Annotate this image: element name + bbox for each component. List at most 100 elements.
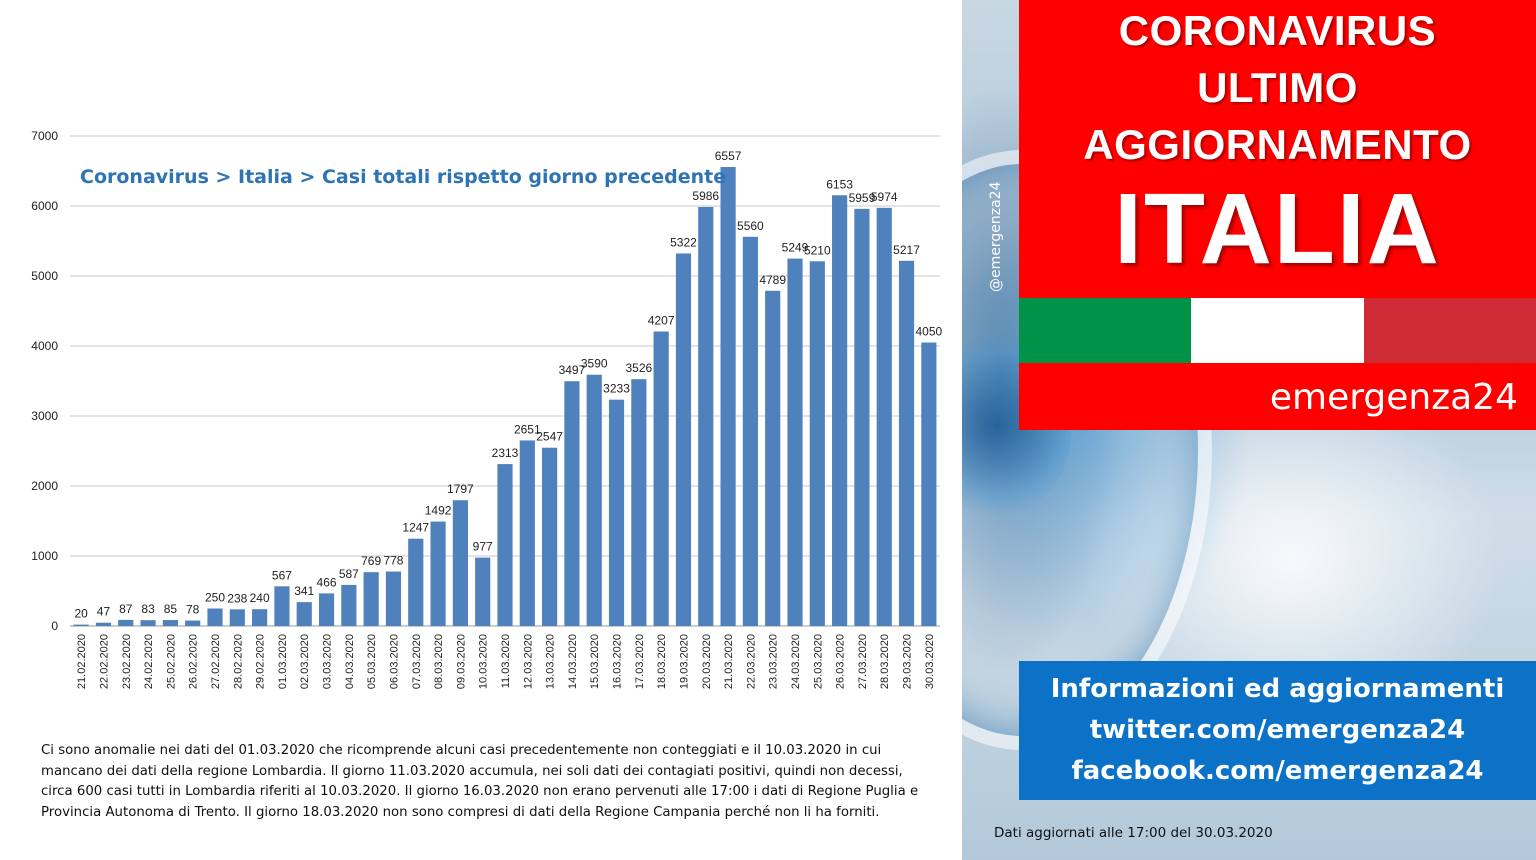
data-label: 5322 bbox=[670, 235, 697, 249]
headline-line-1: CORONAVIRUS bbox=[1118, 7, 1437, 54]
x-tick-label: 02.03.2020 bbox=[299, 634, 311, 689]
data-label: 587 bbox=[339, 567, 359, 581]
data-label: 5560 bbox=[737, 219, 764, 233]
chart-panel: 0 1000 2000 3000 4000 5000 6000 7000 20 47 87 83 85… bbox=[31, 129, 943, 820]
data-label: 4207 bbox=[648, 314, 675, 328]
bar bbox=[430, 521, 446, 626]
data-label: 85 bbox=[164, 602, 178, 616]
data-label: 5974 bbox=[871, 190, 898, 204]
facebook-link[interactable]: facebook.com/emergenza24 bbox=[1071, 756, 1484, 786]
x-tick-label: 28.03.2020 bbox=[879, 634, 891, 689]
x-tick-label: 22.03.2020 bbox=[745, 634, 757, 689]
data-label: 2651 bbox=[514, 422, 541, 436]
bar bbox=[140, 620, 156, 626]
info-heading: Informazioni ed aggiornamenti bbox=[1050, 674, 1505, 704]
bar bbox=[542, 447, 558, 626]
data-label: 87 bbox=[119, 602, 133, 616]
data-label: 250 bbox=[205, 591, 225, 605]
x-tick-label: 08.03.2020 bbox=[433, 634, 445, 689]
bar bbox=[809, 261, 825, 626]
bar bbox=[876, 207, 892, 626]
bar bbox=[118, 619, 134, 626]
headline-country: ITALIA bbox=[1114, 173, 1441, 285]
data-label: 238 bbox=[227, 591, 247, 605]
data-label: 778 bbox=[383, 554, 403, 568]
bar bbox=[742, 236, 758, 627]
x-tick-label: 09.03.2020 bbox=[455, 634, 467, 689]
bar bbox=[675, 253, 692, 626]
bar bbox=[787, 258, 803, 626]
data-label: 240 bbox=[250, 591, 270, 605]
flag-stripe-white bbox=[1191, 298, 1364, 363]
x-tick-label: 27.02.2020 bbox=[210, 634, 222, 689]
bar bbox=[363, 572, 379, 626]
bar bbox=[921, 342, 937, 626]
data-label: 1492 bbox=[425, 504, 452, 518]
x-tick-label: 15.03.2020 bbox=[589, 634, 601, 689]
bar bbox=[586, 374, 602, 626]
data-label: 466 bbox=[317, 575, 337, 589]
x-tick-label: 25.03.2020 bbox=[812, 634, 824, 689]
data-label: 2547 bbox=[536, 430, 563, 444]
x-tick-label: 26.02.2020 bbox=[188, 634, 200, 689]
bar bbox=[497, 464, 513, 626]
bar bbox=[608, 399, 625, 626]
x-tick-label: 03.03.2020 bbox=[322, 634, 334, 689]
y-axis-ticks: 0 1000 2000 3000 4000 5000 6000 7000 bbox=[31, 129, 58, 633]
data-anomaly-note: Ci sono anomalie nei dati del 01.03.2020… bbox=[41, 743, 919, 820]
x-tick-label: 18.03.2020 bbox=[656, 634, 668, 689]
x-tick-label: 23.03.2020 bbox=[768, 634, 780, 689]
data-label: 6557 bbox=[715, 149, 742, 163]
x-tick-label: 24.03.2020 bbox=[790, 634, 802, 689]
data-label: 769 bbox=[361, 554, 381, 568]
data-label: 4050 bbox=[915, 325, 942, 339]
headline-line-3: AGGIORNAMENTO bbox=[1083, 121, 1472, 168]
y-tick-label: 7000 bbox=[31, 129, 58, 143]
data-label: 1247 bbox=[402, 521, 429, 535]
data-label: 5217 bbox=[893, 243, 920, 257]
x-tick-label: 23.02.2020 bbox=[121, 634, 133, 689]
y-tick-label: 3000 bbox=[31, 409, 58, 423]
bar bbox=[452, 500, 468, 626]
data-label: 5249 bbox=[782, 241, 809, 255]
data-label: 3497 bbox=[559, 363, 586, 377]
bar bbox=[898, 260, 915, 626]
bar bbox=[207, 608, 223, 626]
x-tick-label: 25.02.2020 bbox=[165, 634, 177, 689]
x-tick-label: 12.03.2020 bbox=[522, 634, 534, 689]
x-tick-label: 10.03.2020 bbox=[478, 634, 490, 689]
headline-line-2: ULTIMO bbox=[1197, 64, 1358, 111]
bar bbox=[185, 620, 201, 626]
brand-label: emergenza24 bbox=[1019, 363, 1536, 430]
x-tick-label: 22.02.2020 bbox=[98, 634, 110, 689]
bar bbox=[854, 208, 870, 626]
x-tick-label: 20.03.2020 bbox=[701, 634, 713, 689]
x-tick-label: 06.03.2020 bbox=[388, 634, 400, 689]
bar bbox=[95, 622, 112, 626]
x-axis-ticks: 21.02.2020 22.02.2020 23.02.2020 24.02.2020… bbox=[76, 634, 936, 689]
data-label: 47 bbox=[97, 605, 111, 619]
data-label: 5210 bbox=[804, 243, 831, 257]
twitter-link[interactable]: twitter.com/emergenza24 bbox=[1089, 715, 1466, 745]
x-tick-label: 01.03.2020 bbox=[277, 634, 289, 689]
x-tick-label: 14.03.2020 bbox=[567, 634, 579, 689]
bar bbox=[341, 584, 357, 626]
y-tick-label: 1000 bbox=[31, 549, 58, 563]
y-tick-label: 0 bbox=[51, 619, 58, 633]
data-label: 20 bbox=[74, 607, 88, 621]
chart-title: Coronavirus > Italia > Casi totali rispe… bbox=[80, 166, 726, 188]
x-tick-label: 21.02.2020 bbox=[76, 634, 88, 689]
data-label: 2313 bbox=[492, 446, 519, 460]
data-label: 3526 bbox=[625, 361, 652, 375]
bar bbox=[475, 557, 491, 626]
data-label: 341 bbox=[294, 584, 314, 598]
bar bbox=[252, 609, 268, 626]
bar bbox=[720, 167, 736, 626]
bar bbox=[73, 624, 89, 626]
x-tick-label: 16.03.2020 bbox=[612, 634, 624, 689]
bar bbox=[385, 571, 402, 626]
x-tick-label: 11.03.2020 bbox=[500, 634, 512, 688]
x-tick-label: 13.03.2020 bbox=[545, 634, 557, 689]
headline-banner: CORONAVIRUS ULTIMO AGGIORNAMENTO ITALIA bbox=[1019, 0, 1536, 298]
x-tick-label: 24.02.2020 bbox=[143, 634, 155, 689]
